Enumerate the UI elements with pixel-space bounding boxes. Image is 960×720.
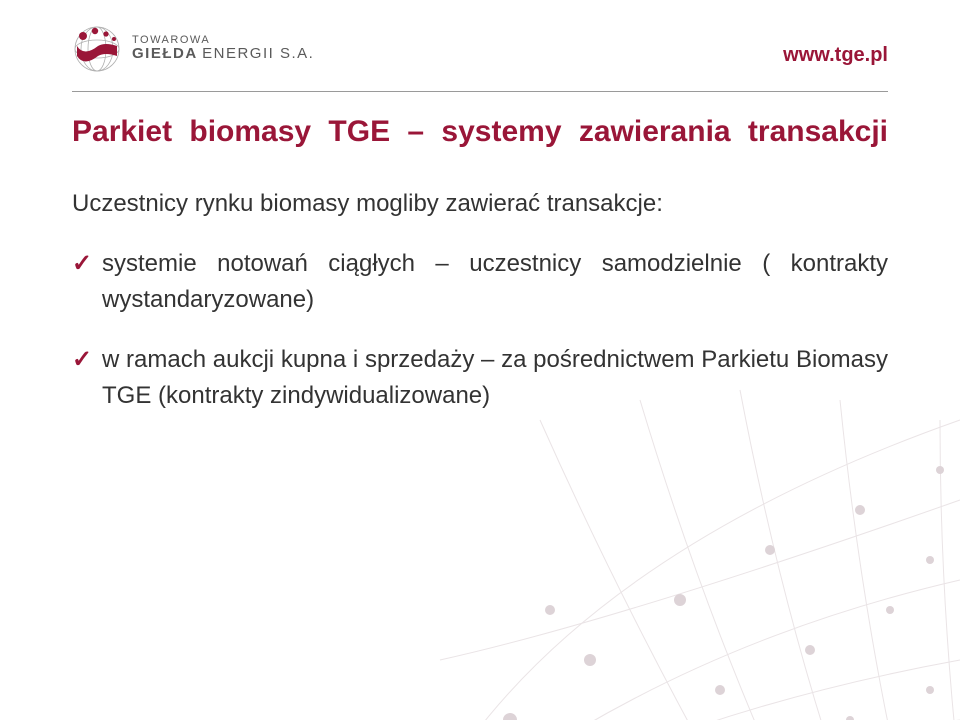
content: Parkiet biomasy TGE – systemy zawierania… bbox=[72, 112, 888, 438]
logo-line2: GIEŁDA bbox=[132, 45, 198, 62]
logo-line3: ENERGII S.A. bbox=[202, 45, 314, 62]
list-item: w ramach aukcji kupna i sprzedaży – za p… bbox=[72, 342, 888, 414]
title-text: Parkiet biomasy TGE – systemy zawierania… bbox=[72, 115, 888, 148]
globe-icon bbox=[72, 24, 122, 74]
header: TOWAROWA GIEŁDA ENERGII S.A. www.tge.pl bbox=[0, 0, 960, 92]
page-title: Parkiet biomasy TGE – systemy zawierania… bbox=[72, 112, 888, 153]
logo-text: TOWAROWA GIEŁDA ENERGII S.A. bbox=[132, 35, 314, 63]
intro-text: Uczestnicy rynku biomasy mogliby zawiera… bbox=[72, 187, 888, 221]
bullet-list: systemie notowań ciągłych – uczestnicy s… bbox=[72, 246, 888, 414]
header-divider bbox=[72, 91, 888, 92]
logo: TOWAROWA GIEŁDA ENERGII S.A. bbox=[72, 24, 314, 74]
list-item: systemie notowań ciągłych – uczestnicy s… bbox=[72, 246, 888, 318]
site-url: www.tge.pl bbox=[783, 44, 888, 67]
